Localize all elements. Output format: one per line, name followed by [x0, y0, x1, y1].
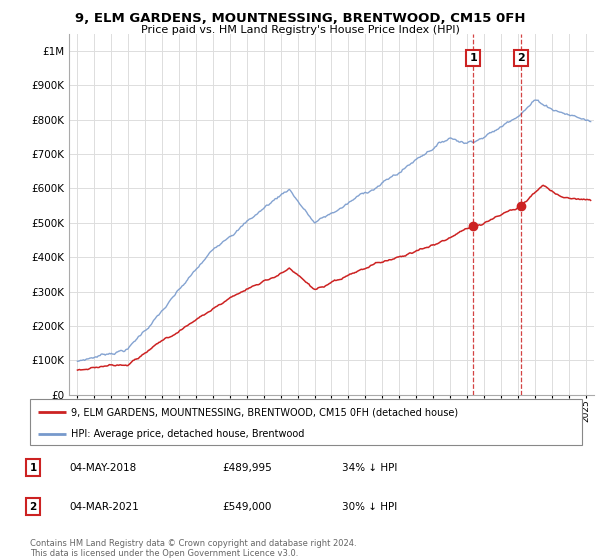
Text: 04-MAR-2021: 04-MAR-2021 [69, 502, 139, 512]
Text: 9, ELM GARDENS, MOUNTNESSING, BRENTWOOD, CM15 0FH: 9, ELM GARDENS, MOUNTNESSING, BRENTWOOD,… [75, 12, 525, 25]
Text: £549,000: £549,000 [222, 502, 271, 512]
Text: Contains HM Land Registry data © Crown copyright and database right 2024.
This d: Contains HM Land Registry data © Crown c… [30, 539, 356, 558]
Text: 2: 2 [517, 53, 524, 63]
Text: 2: 2 [29, 502, 37, 512]
Text: HPI: Average price, detached house, Brentwood: HPI: Average price, detached house, Bren… [71, 429, 305, 438]
Text: Price paid vs. HM Land Registry's House Price Index (HPI): Price paid vs. HM Land Registry's House … [140, 25, 460, 35]
Text: 04-MAY-2018: 04-MAY-2018 [69, 463, 136, 473]
Text: £489,995: £489,995 [222, 463, 272, 473]
Text: 1: 1 [469, 53, 477, 63]
Text: 30% ↓ HPI: 30% ↓ HPI [342, 502, 397, 512]
FancyBboxPatch shape [30, 399, 582, 445]
Text: 1: 1 [29, 463, 37, 473]
Text: 34% ↓ HPI: 34% ↓ HPI [342, 463, 397, 473]
Text: 9, ELM GARDENS, MOUNTNESSING, BRENTWOOD, CM15 0FH (detached house): 9, ELM GARDENS, MOUNTNESSING, BRENTWOOD,… [71, 407, 458, 417]
